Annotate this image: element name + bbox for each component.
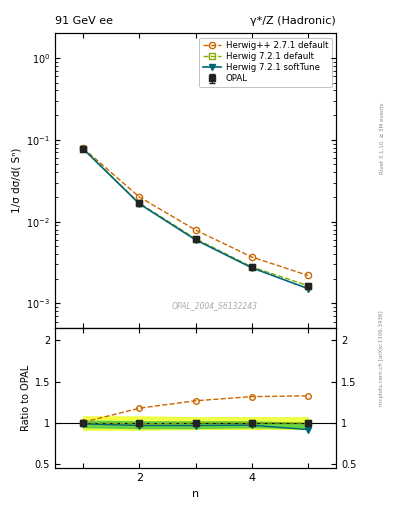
Herwig 7.2.1 softTune: [81, 146, 86, 152]
Text: Rivet 3.1.10, ≥ 3M events: Rivet 3.1.10, ≥ 3M events: [380, 102, 384, 174]
Herwig++ 2.7.1 default: [193, 227, 198, 233]
Herwig 7.2.1 default: [250, 264, 254, 270]
Herwig++ 2.7.1 default: [250, 254, 254, 260]
Herwig++ 2.7.1 default: [137, 194, 142, 200]
Y-axis label: 1/σ dσ/d( Sⁿ): 1/σ dσ/d( Sⁿ): [12, 148, 22, 214]
Text: OPAL_2004_S6132243: OPAL_2004_S6132243: [172, 302, 258, 310]
Line: Herwig++ 2.7.1 default: Herwig++ 2.7.1 default: [80, 145, 311, 279]
Herwig 7.2.1 softTune: [193, 237, 198, 243]
Herwig 7.2.1 default: [137, 200, 142, 206]
Herwig 7.2.1 default: [306, 283, 310, 289]
Herwig 7.2.1 default: [193, 236, 198, 242]
Herwig 7.2.1 softTune: [250, 265, 254, 271]
Herwig++ 2.7.1 default: [306, 272, 310, 279]
Line: Herwig 7.2.1 default: Herwig 7.2.1 default: [80, 145, 311, 289]
Y-axis label: Ratio to OPAL: Ratio to OPAL: [20, 365, 31, 432]
Herwig 7.2.1 default: [81, 145, 86, 152]
Line: Herwig 7.2.1 softTune: Herwig 7.2.1 softTune: [80, 146, 311, 292]
Herwig 7.2.1 softTune: [137, 201, 142, 207]
Herwig 7.2.1 softTune: [306, 286, 310, 292]
Text: 91 GeV ee: 91 GeV ee: [55, 16, 113, 26]
Legend: Herwig++ 2.7.1 default, Herwig 7.2.1 default, Herwig 7.2.1 softTune, OPAL: Herwig++ 2.7.1 default, Herwig 7.2.1 def…: [199, 37, 332, 87]
Text: mcplots.cern.ch [arXiv:1306.3436]: mcplots.cern.ch [arXiv:1306.3436]: [380, 311, 384, 406]
X-axis label: n: n: [192, 489, 199, 499]
Herwig++ 2.7.1 default: [81, 145, 86, 151]
Text: γ*/Z (Hadronic): γ*/Z (Hadronic): [250, 16, 336, 26]
